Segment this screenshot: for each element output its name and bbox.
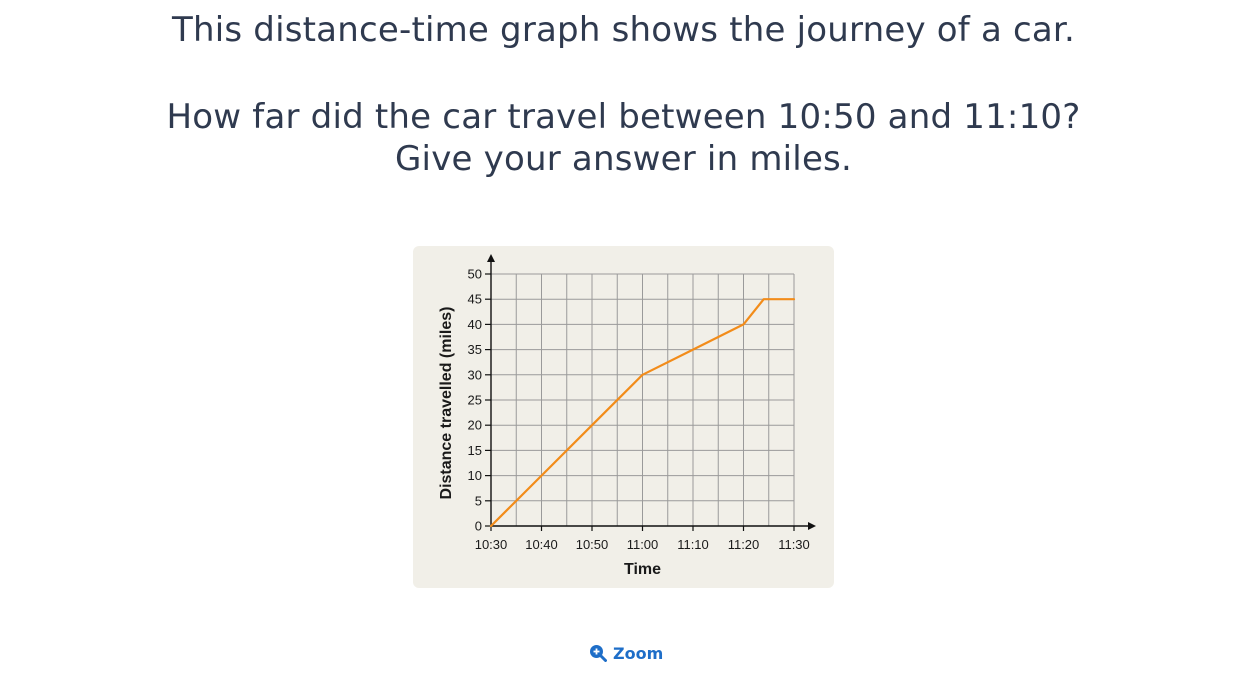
y-tick-label: 30 xyxy=(468,367,482,382)
y-tick-label: 0 xyxy=(475,519,482,534)
question-prompt: How far did the car travel between 10:50… xyxy=(0,96,1247,180)
y-axis-arrow-icon xyxy=(487,254,495,262)
distance-time-graph: 0 5 10 15 20 25 30 35 40 45 50 10:30 10:40 10:50 11:00… xyxy=(413,246,834,588)
y-tick-label: 20 xyxy=(468,418,482,433)
y-tick-label: 35 xyxy=(468,342,482,357)
y-tick-label: 25 xyxy=(468,393,482,408)
question-line: How far did the car travel between 10:50… xyxy=(166,97,1081,137)
x-tick-label: 10:50 xyxy=(576,537,609,552)
y-tick-label: 45 xyxy=(468,292,482,307)
distance-line xyxy=(489,298,796,528)
x-axis-arrow-icon xyxy=(808,522,816,530)
y-tick-label: 40 xyxy=(468,317,482,332)
x-tick-label: 10:30 xyxy=(475,537,508,552)
y-tick-label: 10 xyxy=(468,468,482,483)
zoom-button[interactable]: Zoom xyxy=(589,642,663,664)
y-tick-label: 50 xyxy=(468,267,482,282)
zoom-in-icon xyxy=(590,645,607,662)
x-tick-label: 10:40 xyxy=(525,537,558,552)
question-intro: This distance-time graph shows the journ… xyxy=(172,10,1075,50)
y-axis-title: Distance travelled (miles) xyxy=(438,307,455,500)
y-tick-label: 15 xyxy=(468,443,482,458)
question-instruction: Give your answer in miles. xyxy=(395,139,852,179)
zoom-label: Zoom xyxy=(613,643,664,663)
y-tick-label: 5 xyxy=(475,493,482,508)
x-tick-label: 11:20 xyxy=(728,537,760,552)
x-tick-label: 11:10 xyxy=(677,537,709,552)
x-axis-title: Time xyxy=(624,561,661,578)
chart-svg: 0 5 10 15 20 25 30 35 40 45 50 10:30 10:40 10:50 11:00… xyxy=(438,254,816,578)
x-tick-label: 11:00 xyxy=(627,537,659,552)
x-tick-label: 11:30 xyxy=(778,537,810,552)
